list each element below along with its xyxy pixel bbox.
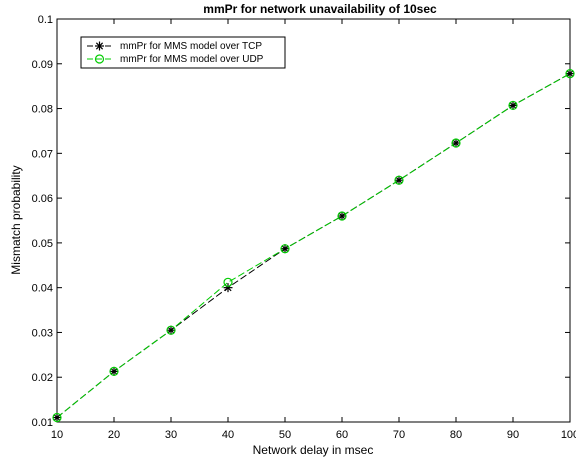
x-tick-label: 20	[108, 429, 120, 441]
legend-label-udp: mmPr for MMS model over UDP	[120, 54, 264, 65]
data-point-series-0	[394, 175, 404, 185]
legend: mmPr for MMS model over TCP mmPr for MMS…	[80, 36, 286, 69]
legend-label-tcp: mmPr for MMS model over TCP	[120, 41, 262, 52]
y-tick-label: 0.04	[32, 283, 53, 295]
data-point-series-1	[109, 366, 119, 377]
y-tick-label: 0.05	[32, 238, 53, 250]
y-tick-label: 0.07	[32, 148, 53, 160]
x-tick-label: 80	[450, 429, 462, 441]
chart-title: mmPr for network unavailability of 10sec	[203, 2, 437, 16]
x-tick-label: 90	[507, 429, 519, 441]
legend-marker-tcp	[95, 41, 104, 51]
y-axis-ticks: 0.01 0.02 0.03 0.04 0.05 0.06 0.07 0.08 0.09 0.1	[32, 14, 570, 429]
data-point-series-1	[223, 277, 233, 287]
data-point-series-0	[451, 138, 461, 148]
data-point-series-1	[52, 412, 62, 423]
y-tick-label: 0.1	[38, 14, 53, 26]
data-point-series-0	[166, 325, 176, 335]
data-point-series-1	[280, 244, 290, 254]
legend-marker-udp	[94, 54, 105, 64]
data-point-series-1	[394, 175, 404, 185]
data-point-series-1	[337, 211, 347, 221]
data-point-series-0	[280, 244, 290, 254]
plot-area-frame	[56, 18, 571, 423]
data-point-series-1	[565, 69, 575, 79]
y-tick-label: 0.01	[32, 417, 53, 429]
x-axis-ticks: 10 20 30 40 50 60 70 80 90 100	[51, 19, 576, 441]
y-axis-label: Mismatch probability	[9, 165, 23, 274]
x-tick-label: 40	[222, 429, 234, 441]
y-tick-label: 0.03	[32, 327, 53, 339]
x-tick-label: 100	[561, 429, 576, 441]
x-tick-label: 50	[279, 429, 291, 441]
data-point-series-0	[337, 211, 347, 221]
data-point-series-1	[166, 325, 176, 335]
legend-box	[80, 36, 286, 69]
y-tick-label: 0.09	[32, 59, 53, 71]
data-point-series-0	[565, 69, 575, 79]
y-tick-label: 0.02	[32, 372, 53, 384]
data-point-series-0	[508, 100, 518, 110]
data-point-series-0	[52, 413, 62, 423]
legend-symbol-udp	[94, 54, 105, 64]
x-tick-label: 30	[165, 429, 177, 441]
series-line-0	[56, 73, 571, 418]
x-tick-label: 70	[393, 429, 405, 441]
x-axis-label: Network delay in msec	[253, 443, 374, 457]
legend-symbol-tcp	[95, 41, 104, 51]
x-tick-label: 10	[51, 429, 63, 441]
y-tick-label: 0.08	[32, 104, 53, 116]
x-tick-label: 60	[336, 429, 348, 441]
data-point-series-0	[109, 366, 119, 376]
series-layer	[52, 69, 575, 423]
data-point-series-1	[451, 138, 461, 148]
data-point-series-1	[508, 100, 518, 111]
y-tick-label: 0.06	[32, 193, 53, 205]
